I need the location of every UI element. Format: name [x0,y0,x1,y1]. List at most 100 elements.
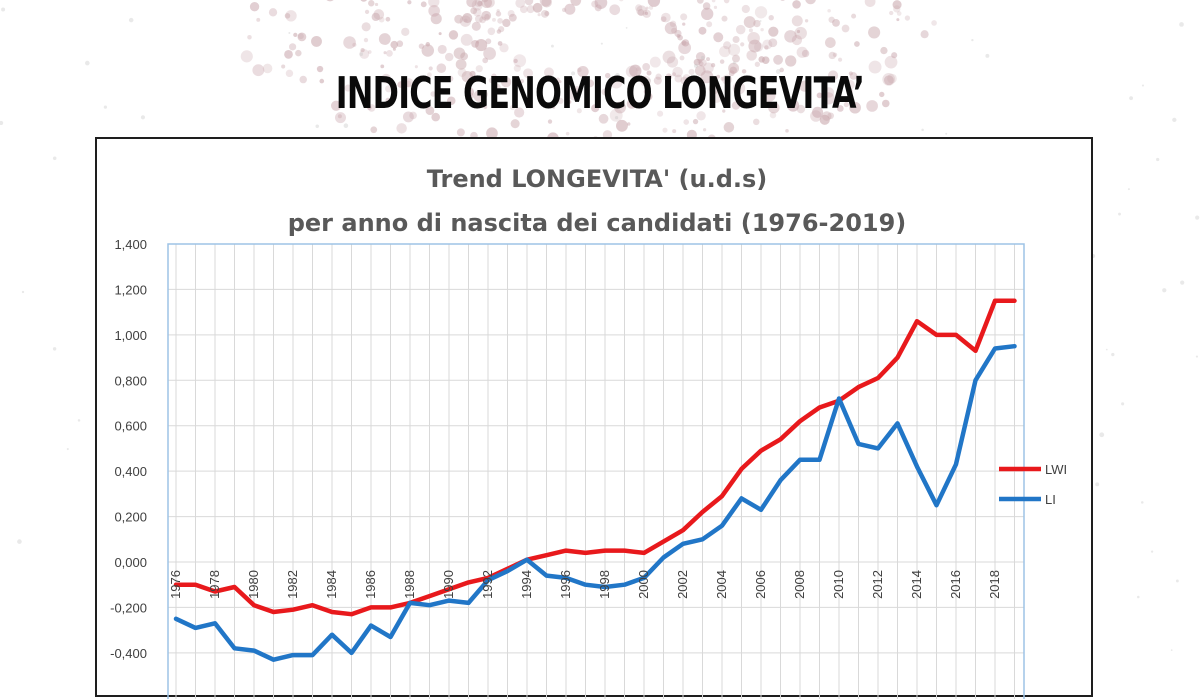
decor-dot [665,73,672,80]
decor-dot [319,78,325,84]
speck-dot [921,128,924,132]
decor-dot [520,5,528,14]
decor-dot [619,0,624,2]
decor-dot [252,64,265,77]
decor-dot [812,106,824,118]
y-tick-label: 1,200 [114,282,147,297]
decor-dot [249,2,260,12]
decor-dot [247,34,252,40]
decor-dot [289,43,297,51]
decor-dot [791,15,803,27]
decor-dot [614,101,626,114]
decor-dot [444,52,454,62]
decor-dot [374,2,379,7]
decor-dot [880,46,888,55]
decor-dot [627,122,631,126]
decor-dot [854,41,860,47]
decor-dot [708,83,720,95]
decor-dot [565,131,570,136]
decor-dot [299,75,307,84]
decor-dot [667,74,673,80]
decor-dot [629,64,642,78]
decor-dot [297,32,307,42]
decor-dot [644,11,649,16]
decor-dot [390,40,399,49]
x-tick-label: 1994 [519,570,534,599]
decor-dot [386,49,393,57]
speck-dot [700,55,705,60]
decor-dot [491,73,497,79]
decor-dot [645,6,649,10]
x-tick-label: 1978 [207,570,222,599]
decor-dot [768,38,778,48]
decor-dot [884,55,898,69]
decor-dot [769,111,777,119]
decor-dot [385,85,393,93]
decor-dot [316,65,324,73]
decor-dot [758,56,765,63]
decor-dot [674,74,683,83]
decor-dot [762,89,776,102]
decor-dot [883,75,894,86]
decor-dot [713,32,724,43]
decor-dot [779,67,784,73]
decor-dot [498,26,505,33]
decor-dot [828,51,836,60]
decor-dot [469,70,476,77]
speck-dot [1175,579,1179,583]
speck-dot [759,19,762,22]
decor-dot [723,122,735,133]
speck-dot [343,123,349,129]
decor-dot [594,4,602,12]
speck-dot [971,38,974,42]
decor-dot [513,54,527,68]
decor-dot [702,62,714,74]
decor-dot [843,101,849,108]
series-line-li [173,343,1017,662]
decor-dot [420,1,427,8]
decor-dot [401,27,410,36]
decor-dot [496,29,502,34]
decor-dot [731,101,741,110]
decor-dot [594,0,608,9]
decor-dot [891,52,898,59]
decor-dot [695,52,706,62]
decor-dot [706,21,713,28]
x-tick-label: 1992 [480,570,495,599]
decor-dot [879,91,885,98]
decor-dot [688,68,695,76]
decor-dot [474,14,483,23]
y-tick-label: -0,400 [110,646,147,661]
decor-dot [760,27,764,32]
speck-dot [288,32,291,35]
decor-dot [683,119,690,125]
decor-dot [692,118,699,125]
decor-dot [720,76,725,81]
decor-dot [460,52,469,61]
decor-dot [671,27,678,34]
x-tick-label: 2014 [909,570,924,599]
decor-dot [483,47,496,60]
decor-dot [701,7,714,21]
decor-dot [555,77,560,82]
decor-dot [364,9,370,14]
y-tick-label: 1,000 [114,328,147,343]
speck-dot [1140,501,1144,504]
decor-dot [479,90,488,99]
decor-dot [428,5,440,17]
decor-dot [816,92,823,99]
decor-dot [380,64,385,69]
decor-dot [609,4,621,16]
speck-dot [52,156,57,161]
decor-dot [483,0,495,8]
decor-dot [728,62,740,74]
decor-dot [397,81,405,88]
decor-dot [643,89,649,95]
decor-dot [404,78,414,88]
decor-dot [671,72,677,77]
decor-dot [836,105,844,112]
decor-dot [540,10,549,18]
decor-dot [496,9,500,13]
decor-dot [748,75,753,80]
decor-dot [728,43,741,56]
